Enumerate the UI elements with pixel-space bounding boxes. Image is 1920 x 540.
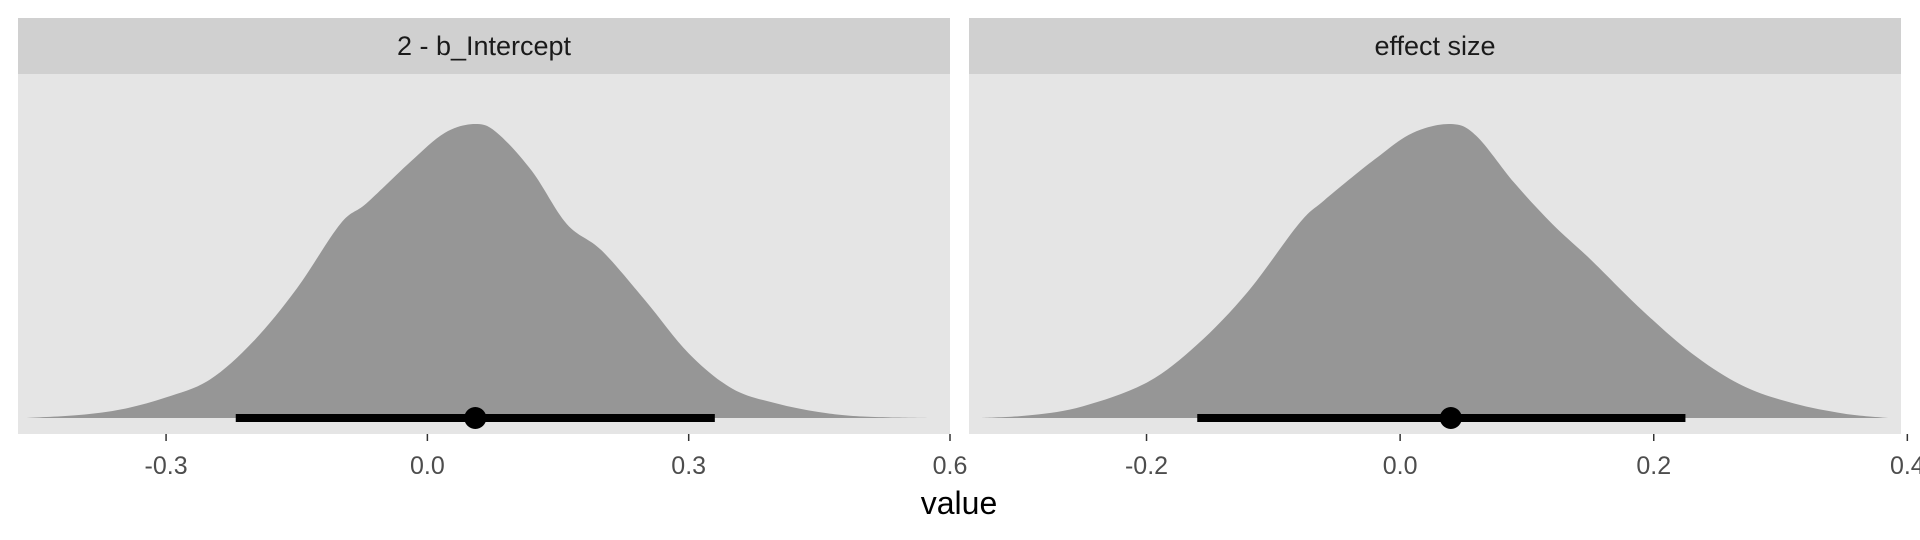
point-estimate [464, 407, 487, 429]
x-tick-label: 0.3 [671, 452, 706, 480]
facet-strip [18, 18, 950, 74]
x-tick-label: 0.0 [1383, 452, 1418, 480]
posterior-density [26, 124, 933, 418]
facet-strip-title: 2 - b_Intercept [397, 31, 572, 61]
x-tick-label: -0.3 [145, 452, 188, 480]
facet-strip [969, 18, 1901, 74]
facet-strip-title: effect size [1374, 31, 1495, 61]
x-axis: -0.3 0.0 0.3 0.6 [145, 434, 968, 480]
x-axis: -0.2 0.0 0.2 0.4 [1125, 434, 1920, 480]
panel-2-b-intercept: 2 - b_Intercept -0.3 0.0 0.3 0.6 [18, 18, 967, 480]
x-tick-label: 0.6 [933, 452, 968, 480]
x-tick-label: 0.4 [1890, 452, 1920, 480]
x-tick-label: 0.0 [410, 452, 445, 480]
x-tick-label: 0.2 [1636, 452, 1671, 480]
x-axis-title: value [921, 485, 998, 521]
x-tick-label: -0.2 [1125, 452, 1168, 480]
posterior-density [981, 123, 1889, 418]
panel-effect-size: effect size -0.2 0.0 0.2 0.4 [969, 18, 1920, 480]
point-estimate [1439, 407, 1462, 429]
